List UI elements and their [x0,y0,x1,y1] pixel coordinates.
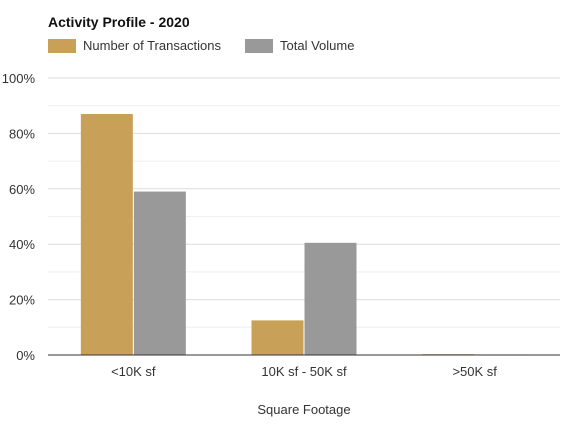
bar-transactions [251,320,304,355]
y-tick-label: 80% [9,126,35,141]
legend-item-transactions: Number of Transactions [48,38,221,53]
legend-label-transactions: Number of Transactions [83,38,222,53]
legend-swatch-volume [245,38,274,53]
x-axis-title: Square Footage [257,402,350,417]
bar-volume [304,242,357,355]
y-tick-label: 100% [2,71,36,86]
y-tick-label: 40% [9,237,35,252]
legend-swatch-transactions [48,38,76,53]
y-tick-label: 60% [9,182,35,197]
bar-transactions [80,114,133,355]
x-tick-label: <10K sf [111,364,156,379]
legend-label-volume: Total Volume [280,38,355,53]
legend-item-volume: Total Volume [245,38,354,53]
chart-title: Activity Profile - 2020 [48,14,190,30]
x-tick-label: >50K sf [452,364,497,379]
chart-legend: Number of Transactions Total Volume [48,38,378,53]
y-tick-label: 0% [16,348,35,363]
x-tick-label: 10K sf - 50K sf [261,364,347,379]
y-tick-label: 20% [9,293,35,308]
bar-volume [133,191,186,355]
